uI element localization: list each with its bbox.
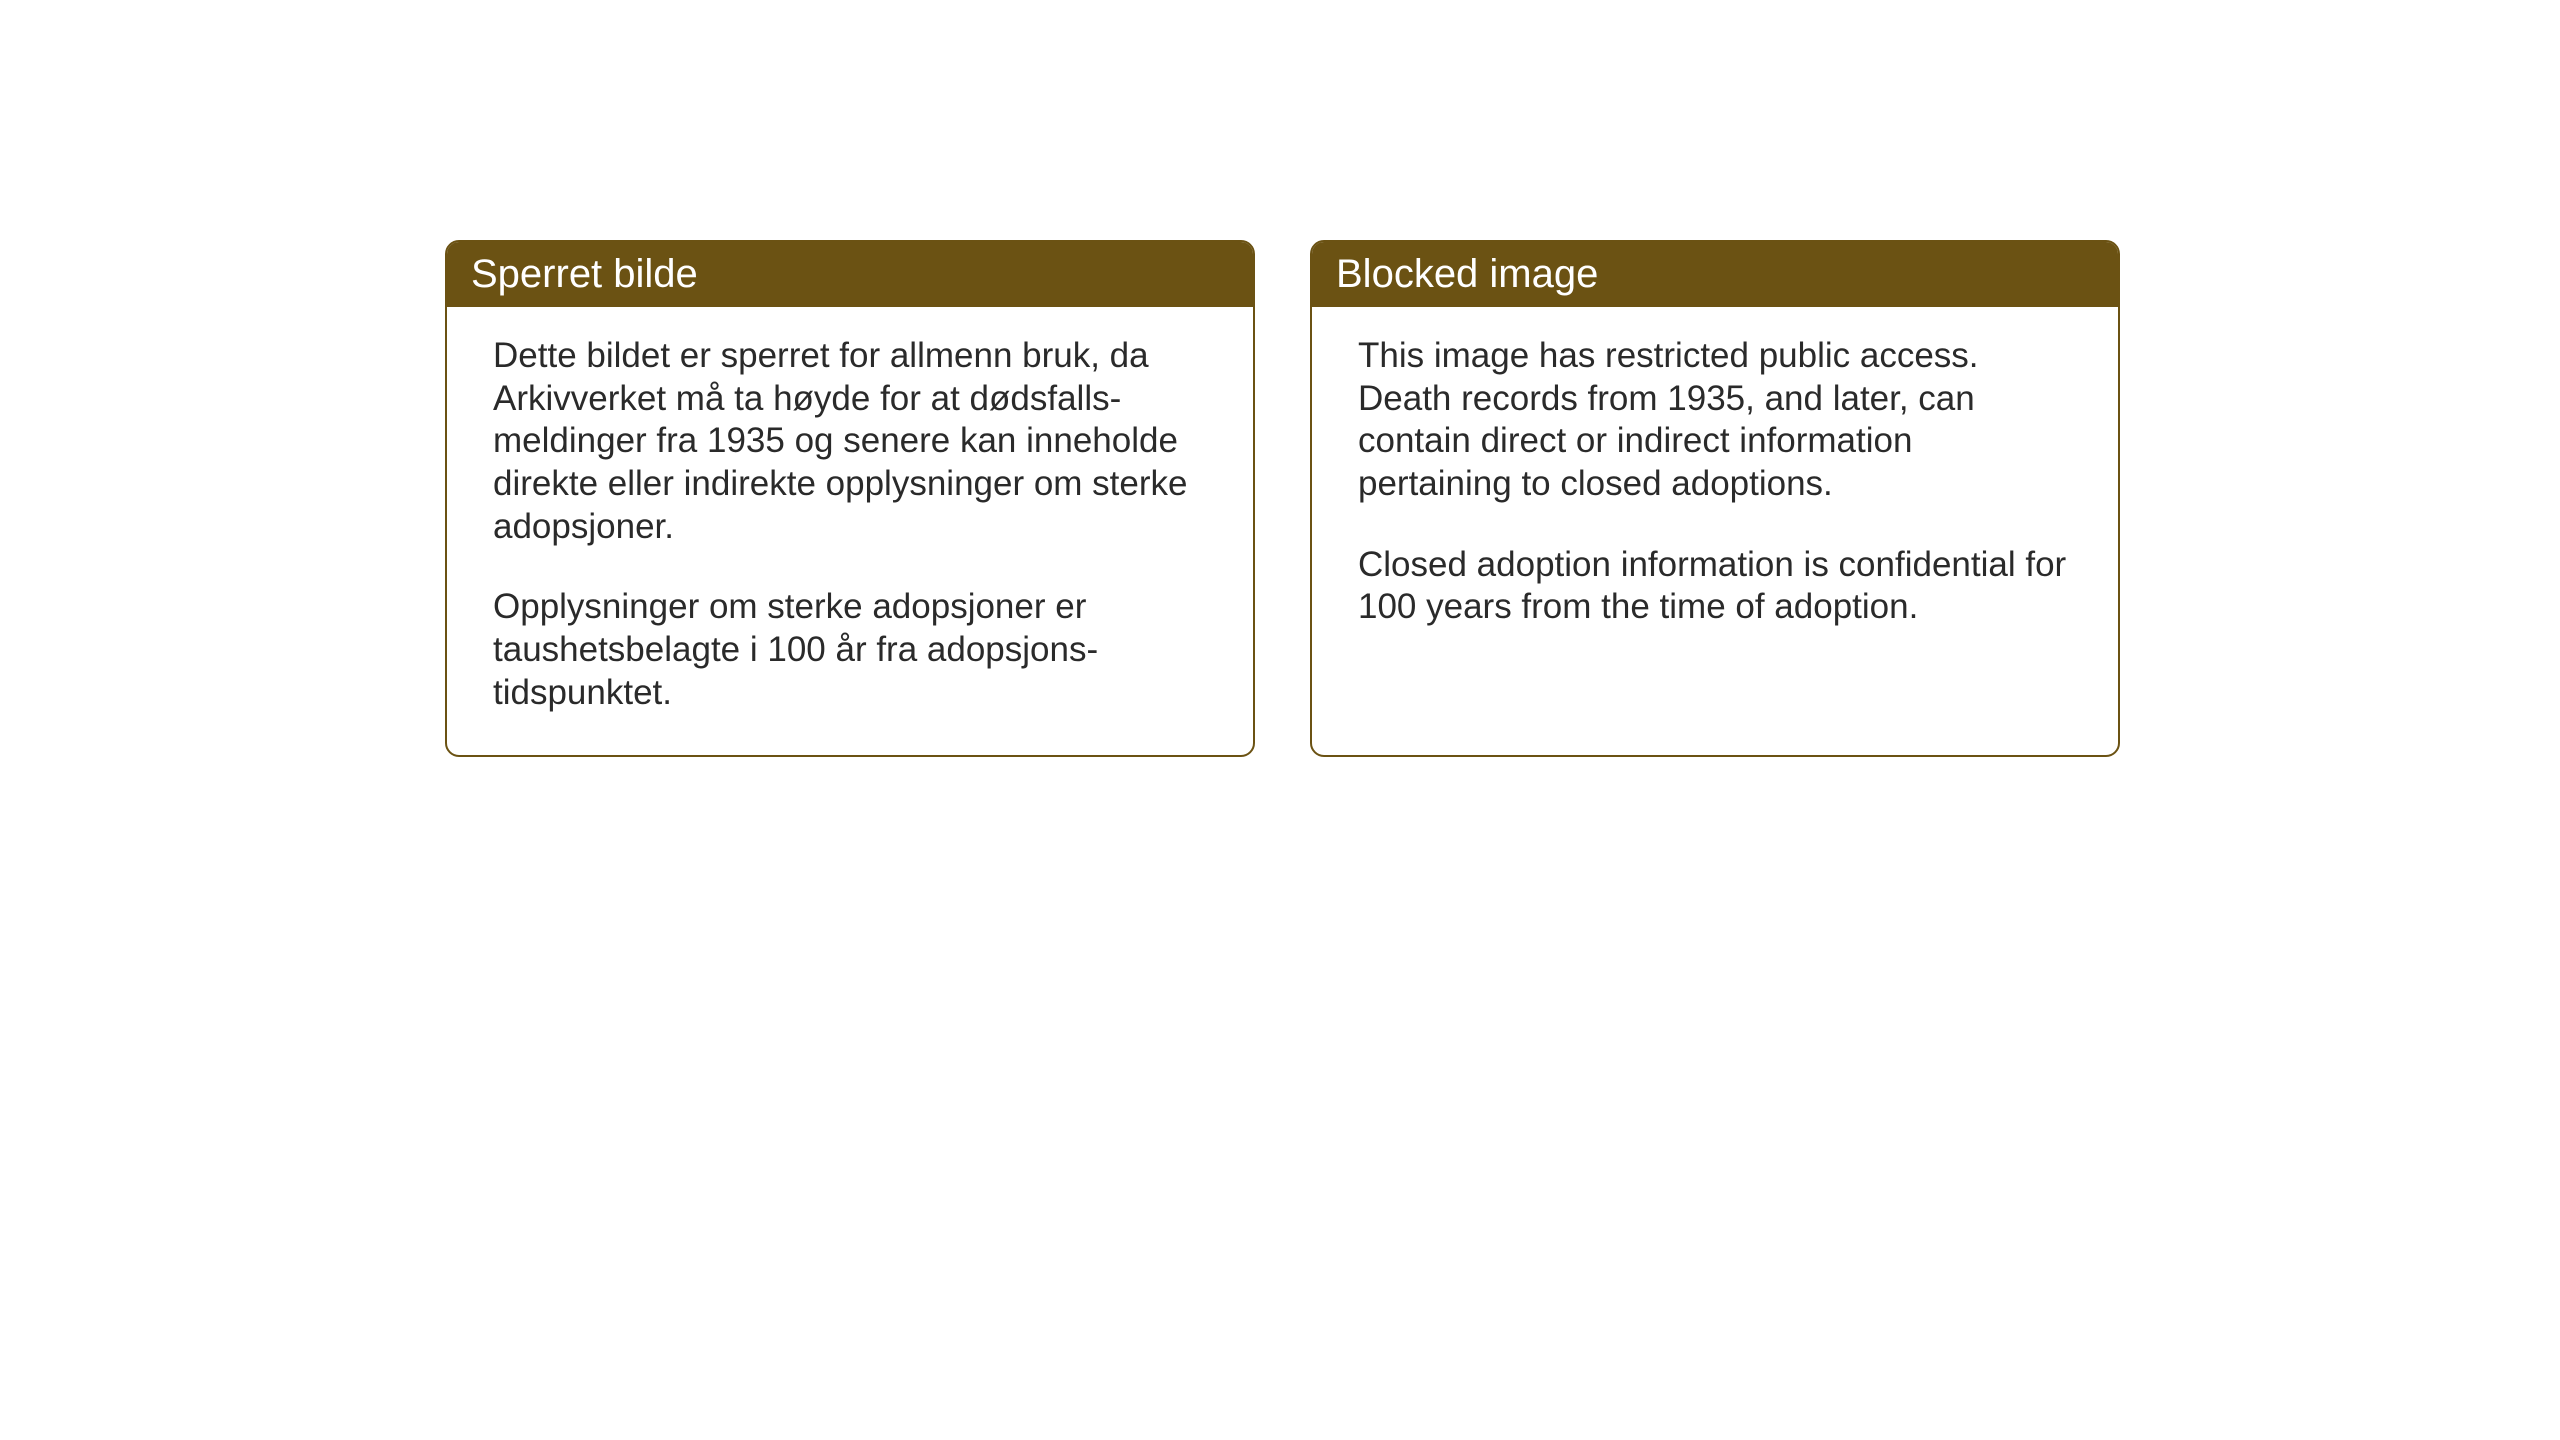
card-paragraph-2-english: Closed adoption information is confident… — [1358, 544, 2072, 629]
card-header-english: Blocked image — [1312, 242, 2118, 307]
notice-cards-container: Sperret bilde Dette bildet er sperret fo… — [445, 240, 2120, 757]
card-header-norwegian: Sperret bilde — [447, 242, 1253, 307]
card-title-norwegian: Sperret bilde — [471, 252, 698, 296]
blocked-image-card-english: Blocked image This image has restricted … — [1310, 240, 2120, 757]
card-paragraph-2-norwegian: Opplysninger om sterke adopsjoner er tau… — [493, 586, 1207, 714]
card-body-english: This image has restricted public access.… — [1312, 307, 2118, 711]
card-paragraph-1-norwegian: Dette bildet er sperret for allmenn bruk… — [493, 335, 1207, 548]
card-body-norwegian: Dette bildet er sperret for allmenn bruk… — [447, 307, 1253, 755]
card-paragraph-1-english: This image has restricted public access.… — [1358, 335, 2072, 506]
blocked-image-card-norwegian: Sperret bilde Dette bildet er sperret fo… — [445, 240, 1255, 757]
card-title-english: Blocked image — [1336, 252, 1598, 296]
